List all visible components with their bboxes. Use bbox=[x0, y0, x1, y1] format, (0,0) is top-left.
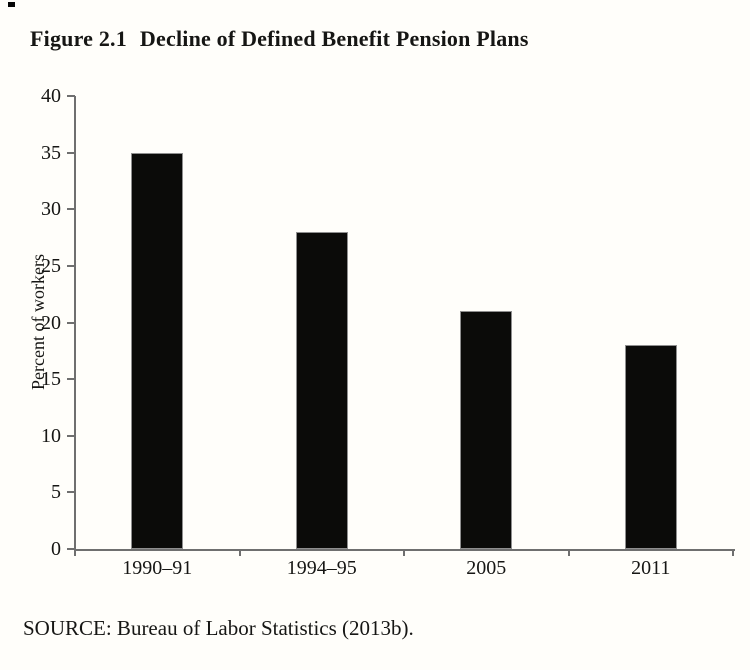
x-category-label: 1994–95 bbox=[286, 557, 357, 579]
y-axis-tick bbox=[67, 95, 75, 97]
y-tick-label: 5 bbox=[51, 481, 61, 504]
x-axis-tick bbox=[567, 549, 570, 556]
y-axis-tick bbox=[67, 491, 75, 494]
y-tick-label: 20 bbox=[41, 311, 61, 334]
scan-corner-mark bbox=[8, 2, 15, 7]
y-tick-label: 0 bbox=[51, 538, 61, 560]
y-axis-tick bbox=[67, 548, 75, 550]
bar bbox=[460, 311, 513, 549]
y-axis-tick bbox=[67, 264, 75, 267]
y-tick-label: 10 bbox=[41, 424, 61, 447]
y-tick-label: 40 bbox=[41, 85, 61, 107]
y-axis-tick bbox=[67, 434, 75, 437]
x-category-label: 2011 bbox=[631, 557, 671, 579]
y-axis-tick bbox=[67, 321, 75, 324]
y-axis-tick bbox=[67, 151, 75, 154]
source-note: SOURCE: Bureau of Labor Statistics (2013… bbox=[23, 616, 414, 640]
x-axis-tick bbox=[238, 549, 241, 556]
figure-heading: Figure 2.1 Decline of Defined Benefit Pen… bbox=[30, 26, 529, 52]
x-axis-tick bbox=[403, 549, 405, 556]
bar bbox=[295, 231, 348, 549]
x-category-label: 1990–91 bbox=[122, 557, 193, 579]
bar bbox=[624, 345, 677, 549]
figure-title-text: Decline of Defined Benefit Pension Plans bbox=[139, 26, 529, 51]
figure-number: Figure 2.1 bbox=[30, 26, 127, 51]
x-category-label: 2005 bbox=[466, 557, 507, 579]
y-tick-label: 30 bbox=[41, 198, 61, 221]
y-axis-tick bbox=[67, 208, 75, 211]
bar bbox=[131, 152, 184, 549]
y-axis-line bbox=[74, 96, 76, 551]
y-tick-label: 35 bbox=[41, 141, 61, 164]
y-tick-label: 15 bbox=[41, 368, 61, 391]
y-tick-label: 25 bbox=[41, 254, 61, 277]
y-axis-tick bbox=[67, 378, 75, 381]
x-axis-tick bbox=[732, 549, 734, 556]
x-axis-tick bbox=[74, 549, 76, 556]
